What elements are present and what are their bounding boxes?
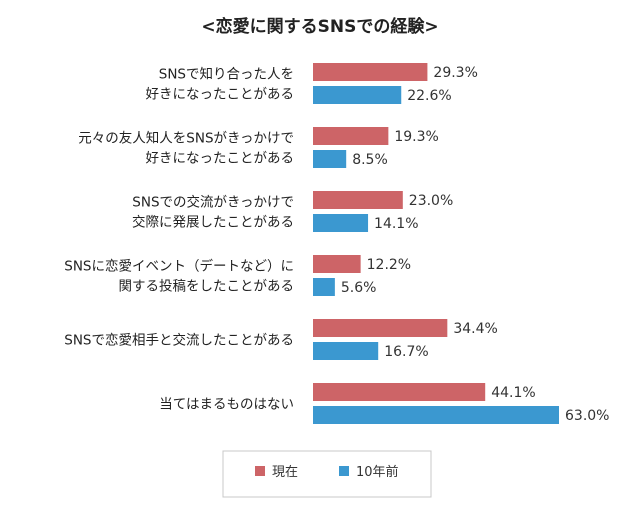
bar-current bbox=[313, 127, 389, 145]
category-label: SNSで恋愛相手と交流したことがある bbox=[64, 332, 294, 349]
bar-10-years-ago bbox=[313, 86, 402, 104]
bar-current bbox=[313, 63, 428, 81]
data-label: 16.7% bbox=[384, 344, 428, 360]
bar-current bbox=[313, 191, 403, 209]
bar-10-years-ago bbox=[313, 406, 559, 424]
data-label: 14.1% bbox=[374, 216, 418, 232]
data-label: 22.6% bbox=[407, 88, 451, 104]
category-label-line: 当てはまるものはない bbox=[159, 397, 294, 413]
category-label: 元々の友人知人をSNSがきっかけで好きになったことがある bbox=[78, 130, 294, 167]
category-label-line: 関する投稿をしたことがある bbox=[119, 279, 295, 295]
category-label-line: SNSで恋愛相手と交流したことがある bbox=[64, 332, 294, 349]
data-label: 63.0% bbox=[565, 408, 609, 424]
data-label: 44.1% bbox=[491, 385, 535, 401]
data-label: 23.0% bbox=[409, 193, 453, 209]
category-label: 当てはまるものはない bbox=[159, 397, 294, 413]
category-label-line: 好きになったことがある bbox=[146, 151, 295, 167]
data-label: 8.5% bbox=[352, 152, 388, 168]
legend-box bbox=[222, 450, 432, 498]
chart-title: <恋愛に関するSNSでの経験> bbox=[201, 16, 438, 37]
category-label-line: 好きになったことがある bbox=[146, 87, 295, 103]
category-label-line: 元々の友人知人をSNSがきっかけで bbox=[78, 130, 294, 147]
category-label-line: SNSでの交流がきっかけで bbox=[132, 194, 294, 211]
category-label: SNSで知り合った人を好きになったことがある bbox=[146, 66, 295, 103]
category-label-line: SNSに恋愛イベント（デートなど）に bbox=[64, 258, 294, 275]
category-label-line: SNSで知り合った人を bbox=[159, 66, 294, 83]
bar-10-years-ago bbox=[313, 150, 347, 168]
category-label: SNSでの交流がきっかけで交際に発展したことがある bbox=[132, 194, 294, 231]
bar-current bbox=[313, 255, 361, 273]
bar-current bbox=[313, 383, 486, 401]
data-label: 34.4% bbox=[453, 321, 497, 337]
bar-10-years-ago bbox=[313, 342, 379, 360]
bar-10-years-ago bbox=[313, 278, 335, 296]
data-label: 12.2% bbox=[367, 257, 411, 273]
bar-current bbox=[313, 319, 448, 337]
legend: 現在 10年前 bbox=[222, 450, 432, 498]
legend-label-10-years-ago: 10年前 bbox=[356, 464, 399, 480]
bar-10-years-ago bbox=[313, 214, 369, 232]
category-label-line: 交際に発展したことがある bbox=[132, 214, 294, 231]
data-label: 19.3% bbox=[394, 129, 438, 145]
data-label: 5.6% bbox=[341, 280, 377, 296]
bars-group: SNSで知り合った人を好きになったことがある 29.3% 22.6% 元々の友人知人を… bbox=[64, 63, 609, 424]
legend-swatch-10-years-ago bbox=[339, 466, 349, 476]
data-label: 29.3% bbox=[433, 65, 477, 81]
legend-label-current: 現在 bbox=[272, 465, 298, 480]
category-label: SNSに恋愛イベント（デートなど）に関する投稿をしたことがある bbox=[64, 258, 294, 295]
legend-swatch-current bbox=[255, 466, 265, 476]
